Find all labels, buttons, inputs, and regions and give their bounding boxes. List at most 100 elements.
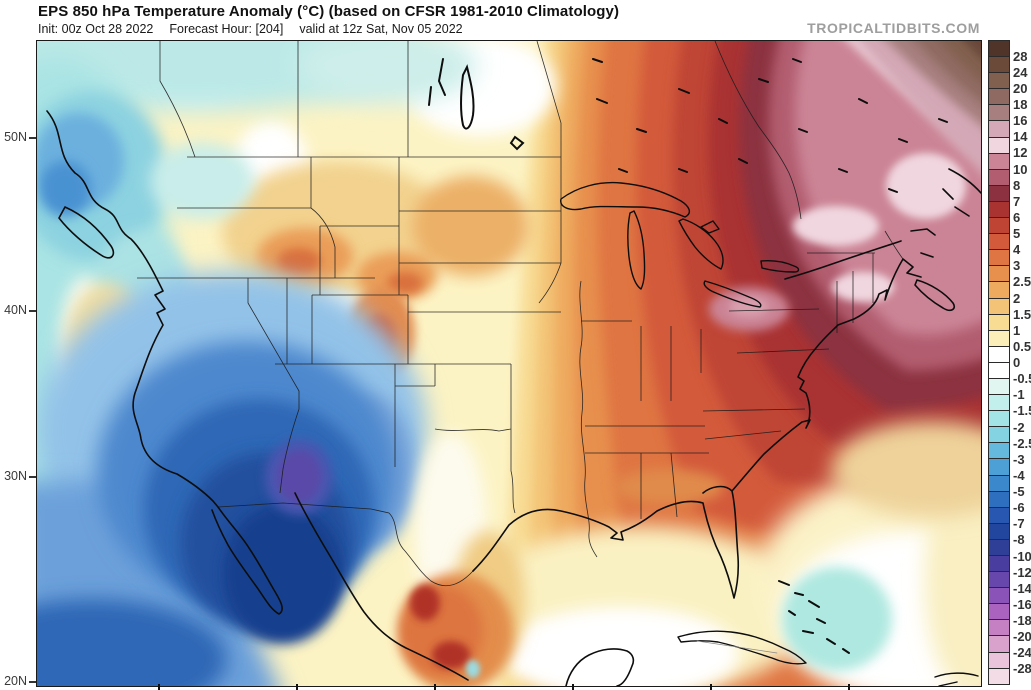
colorbar-tick-label: 10 [1013,161,1028,177]
lat-tick [29,137,36,139]
lat-axis: 50N 40N 30N 20N [0,40,36,688]
colorbar-tick-label: -12 [1013,564,1031,580]
lat-tick [29,476,36,478]
colorbar-tick-label: -6 [1013,500,1025,516]
lon-tick [572,684,574,690]
anomaly-field-svg [37,41,981,686]
valid-time: valid at 12z Sat, Nov 05 2022 [299,22,463,36]
colorbar-tick-label: 14 [1013,129,1028,145]
colorbar-tick-label: 2.5 [1013,274,1031,290]
colorbar-tick-label: 0 [1013,355,1021,370]
lat-tick [29,310,36,312]
colorbar-segment [989,249,1009,266]
colorbar-tick-label: -1.5 [1013,403,1031,419]
colorbar-segment [989,297,1009,314]
colorbar-tick-label: 28 [1013,48,1028,64]
colorbar-segment [989,603,1009,620]
colorbar-segment [989,410,1009,427]
colorbar-tick-label: 4 [1013,242,1021,258]
colorbar-tick-label: -4 [1013,467,1025,483]
colorbar-segment [989,345,1009,362]
colorbar-segment [989,667,1009,684]
colorbar-tick-label: 18 [1013,97,1028,112]
colorbar-tick-label: 16 [1013,113,1028,129]
colorbar-tick-label: -28 [1013,661,1031,677]
colorbar-tick-label: 3 [1013,258,1021,274]
colorbar-tick-label: -10 [1013,548,1031,564]
lon-tick [710,684,712,690]
colorbar-tick-label: -2 [1013,419,1025,435]
colorbar-segment [989,506,1009,523]
colorbar-segment [989,587,1009,604]
colorbar-tick-label: -3 [1013,451,1025,467]
colorbar-tick-label: 5 [1013,226,1021,241]
colorbar-tick-label: 1.5 [1013,306,1031,322]
colorbar-segment [989,281,1009,298]
great-lakes [560,181,800,308]
colorbar-segment [989,41,1009,57]
small-lakes [428,58,948,654]
colorbar-tick-label: -7 [1013,516,1025,532]
colorbar-segment [989,361,1009,378]
colorbar-tick-label: -14 [1013,580,1031,596]
watermark: TROPICALTIDBITS.COM [807,20,980,36]
colorbar-segment [989,635,1009,652]
colorbar-segment [989,377,1009,395]
colorbar-tick-label: -2.5 [1013,435,1031,451]
lat-tick [29,681,36,683]
colorbar-segment [989,120,1009,137]
colorbar-segment [989,394,1009,411]
colorbar-segment [989,217,1009,234]
colorbar-segment [989,538,1009,555]
colorbar-segment [989,329,1009,346]
colorbar-segment [989,442,1009,459]
lat-label: 50N [4,130,27,144]
colorbar-segment [989,571,1009,588]
lon-tick [434,684,436,690]
colorbar-segment [989,136,1009,153]
colorbar [988,40,1010,685]
colorbar-segment [989,490,1009,507]
lat-label: 20N [4,674,27,688]
lon-tick [296,684,298,690]
colorbar-segment [989,72,1009,89]
colorbar-tick-label: -5 [1013,484,1025,499]
colorbar-tick-label: 12 [1013,145,1028,161]
colorbar-segment [989,104,1009,121]
colorbar-segment [989,233,1009,250]
colorbar-tick-label: 24 [1013,64,1028,80]
colorbar-segment [989,313,1009,330]
forecast-hour: Forecast Hour: [204] [169,22,284,36]
init-line: Init: 00z Oct 28 2022 Forecast Hour: [204… [38,22,479,36]
lon-ticks [36,684,980,690]
colorbar-tick-label: -8 [1013,532,1025,548]
state-borders [137,41,904,587]
colorbar-tick-label: -20 [1013,629,1031,645]
init-time: Init: 00z Oct 28 2022 [38,22,154,36]
anomaly-map [36,40,982,687]
colorbar-segment [989,88,1009,105]
colorbar-tick-label: 0.5 [1013,338,1031,354]
colorbar-segment [989,651,1009,668]
colorbar-tick-label: -1 [1013,387,1025,403]
lat-label: 40N [4,303,27,317]
colorbar-segment [989,522,1009,539]
colorbar-segment [989,56,1009,73]
anomaly-field [37,41,981,686]
colorbar-tick-label: 1 [1013,322,1021,338]
colorbar-tick-label: 2 [1013,290,1021,306]
page-title: EPS 850 hPa Temperature Anomaly (°C) (ba… [38,3,620,20]
colorbar-tick-label: 7 [1013,193,1021,209]
colorbar-labels: 28242018161412108765432.521.510.50-0.5-1… [1013,40,1031,685]
colorbar-segment [989,555,1009,572]
colorbar-tick-label: 20 [1013,80,1028,96]
colorbar-segment [989,152,1009,169]
colorbar-segment [989,168,1009,185]
lat-label: 30N [4,469,27,483]
colorbar-tick-label: -18 [1013,613,1031,628]
colorbar-tick-label: -0.5 [1013,371,1031,387]
colorbar-tick-label: 6 [1013,209,1021,225]
colorbar-tick-label: 8 [1013,177,1021,193]
lon-tick [848,684,850,690]
